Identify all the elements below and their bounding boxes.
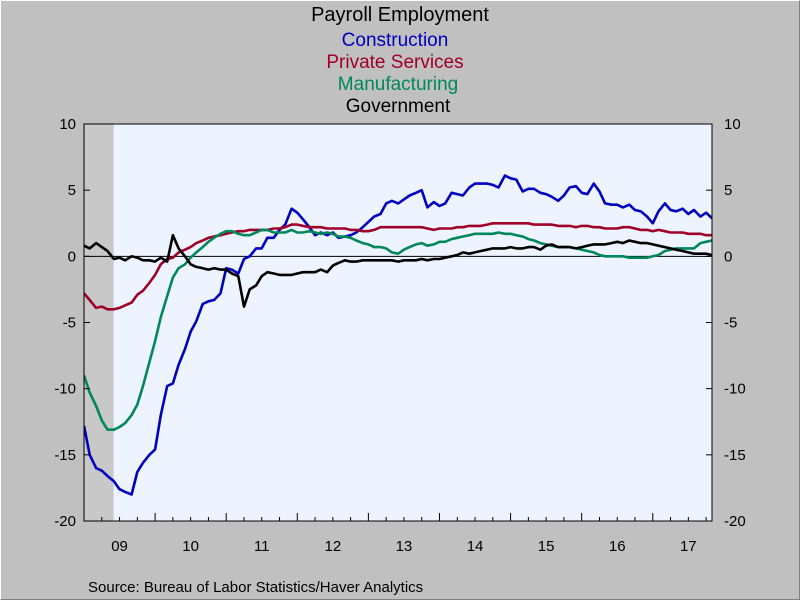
y-tick-label-right: 0 [724,248,732,265]
subtitle-private-services: Private Services [326,52,463,73]
chart-title: Payroll Employment [311,4,489,26]
x-tick-label: 16 [609,538,626,555]
x-tick-label: 17 [680,538,697,555]
subtitle-manufacturing: Manufacturing [338,74,458,95]
series-line-construction [84,174,712,496]
subtitle-government: Government [346,96,451,117]
x-tick-label: 11 [254,538,270,555]
series-line-manufacturing [84,228,712,432]
series-line-private-services [84,222,712,311]
plot-area [84,124,712,521]
y-tick-label-left: -5 [63,315,76,332]
x-tick-label: 14 [467,538,484,555]
series-line-government [84,233,712,308]
y-tick-label-right: -5 [724,315,737,332]
y-tick-label-right: -15 [724,447,746,464]
y-tick-label-left: 0 [68,248,76,265]
y-tick-label-left: -10 [54,381,76,398]
y-tick-label-right: 10 [724,116,741,133]
y-tick-label-right: 5 [724,182,732,199]
source-note: Source: Bureau of Labor Statistics/Haver… [88,579,423,596]
x-tick-label: 09 [111,538,128,555]
y-tick-label-right: -10 [724,381,746,398]
x-tick-label: 12 [324,538,341,555]
y-tick-label-left: 10 [59,116,76,133]
x-tick-label: 10 [182,538,199,555]
x-tick-label: 13 [396,538,413,555]
y-tick-label-right: -20 [724,513,746,530]
axes-group: 10 10 5 5 0 0 -5 -5 -10 -10 -15 -15 -20 -20 09 10 11 12 13… [54,116,745,555]
y-tick-label-left: -20 [54,513,76,530]
subtitle-construction: Construction [342,30,449,51]
series-group [84,174,712,496]
y-tick-label-left: 5 [68,182,76,199]
x-tick-label: 15 [538,538,555,555]
y-tick-label-left: -15 [54,447,76,464]
